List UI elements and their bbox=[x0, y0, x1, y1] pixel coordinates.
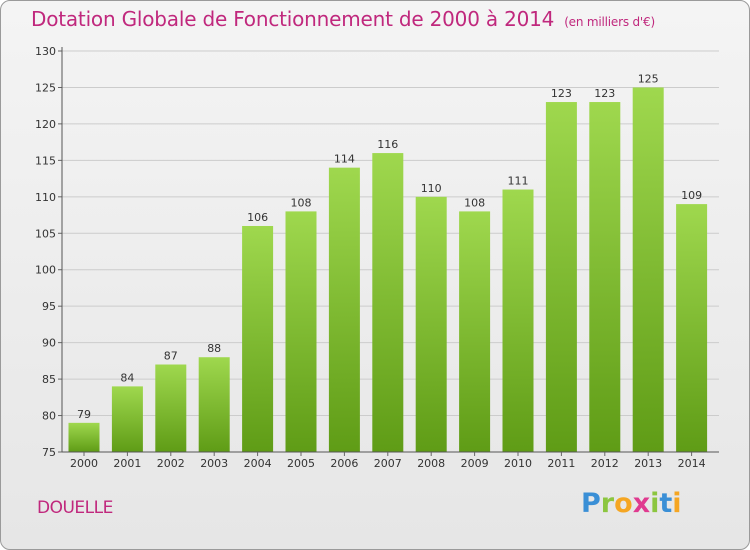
y-tick-label: 100 bbox=[35, 264, 56, 277]
logo-letter: i bbox=[650, 488, 660, 519]
y-tick-label: 110 bbox=[35, 191, 56, 204]
x-tick-label-2014: 2014 bbox=[678, 457, 706, 470]
x-tick-label-2008: 2008 bbox=[417, 457, 445, 470]
x-tick-label-2010: 2010 bbox=[504, 457, 532, 470]
y-tick-label: 105 bbox=[35, 227, 56, 240]
logo-letter: P bbox=[581, 488, 601, 519]
chart-title: Dotation Globale de Fonctionnement de 20… bbox=[31, 7, 655, 31]
bar-2006 bbox=[328, 167, 360, 452]
proxiti-logo: Proxiti bbox=[581, 488, 682, 519]
data-label-2004: 106 bbox=[247, 211, 268, 224]
logo-letter: t bbox=[659, 488, 673, 519]
bar-2009 bbox=[459, 211, 491, 452]
y-tick-label: 130 bbox=[35, 45, 56, 58]
x-tick-label-2000: 2000 bbox=[70, 457, 98, 470]
bar-2010 bbox=[502, 189, 534, 452]
x-tick-label-2006: 2006 bbox=[330, 457, 358, 470]
x-tick-label-2012: 2012 bbox=[591, 457, 619, 470]
logo-letter: i bbox=[672, 488, 682, 519]
data-label-2002: 87 bbox=[164, 350, 178, 363]
bar-2012 bbox=[589, 102, 621, 452]
y-tick-label: 85 bbox=[42, 373, 56, 386]
bar-2004 bbox=[242, 225, 274, 452]
bar-2008 bbox=[415, 196, 447, 452]
data-label-2013: 125 bbox=[638, 72, 659, 85]
data-label-2014: 109 bbox=[681, 189, 702, 202]
y-tick-label: 95 bbox=[42, 300, 56, 313]
logo-letter: x bbox=[632, 488, 651, 519]
labels: 75 80 85 90 95 100 105 110 115 120 125 130 79 2000 84 2… bbox=[35, 45, 706, 470]
x-tick-label-2002: 2002 bbox=[157, 457, 185, 470]
data-label-2012: 123 bbox=[594, 87, 615, 100]
y-tick-label: 80 bbox=[42, 410, 56, 423]
x-tick-label-2003: 2003 bbox=[200, 457, 228, 470]
y-tick-label: 115 bbox=[35, 154, 56, 167]
logo-letter: o bbox=[614, 488, 633, 519]
x-tick-label-2001: 2001 bbox=[113, 457, 141, 470]
data-label-2007: 116 bbox=[377, 138, 398, 151]
data-label-2010: 111 bbox=[508, 175, 529, 188]
x-tick-label-2013: 2013 bbox=[634, 457, 662, 470]
bar-2011 bbox=[545, 102, 577, 452]
y-tick-label: 75 bbox=[42, 446, 56, 459]
bar-2007 bbox=[372, 153, 404, 452]
axes bbox=[58, 47, 719, 456]
bar-2005 bbox=[285, 211, 317, 452]
x-tick-label-2005: 2005 bbox=[287, 457, 315, 470]
chart-title-text: Dotation Globale de Fonctionnement de 20… bbox=[31, 7, 555, 31]
data-label-2001: 84 bbox=[120, 371, 134, 384]
bar-2013 bbox=[632, 87, 664, 453]
bar-2000 bbox=[68, 422, 100, 452]
data-label-2006: 114 bbox=[334, 153, 355, 166]
y-tick-label: 125 bbox=[35, 81, 56, 94]
commune-name: DOUELLE bbox=[37, 498, 113, 518]
bar-2002 bbox=[155, 364, 187, 452]
data-label-2003: 88 bbox=[207, 342, 221, 355]
data-label-2000: 79 bbox=[77, 408, 91, 421]
data-label-2008: 110 bbox=[421, 182, 442, 195]
x-tick-label-2011: 2011 bbox=[547, 457, 575, 470]
bar-2014 bbox=[676, 204, 708, 452]
data-label-2011: 123 bbox=[551, 87, 572, 100]
bars bbox=[68, 87, 708, 453]
x-tick-label-2007: 2007 bbox=[374, 457, 402, 470]
bar-2001 bbox=[111, 386, 143, 452]
chart-subtitle: (en milliers d'€) bbox=[564, 15, 655, 29]
x-tick-label-2009: 2009 bbox=[461, 457, 489, 470]
y-tick-label: 120 bbox=[35, 118, 56, 131]
data-label-2009: 108 bbox=[464, 196, 485, 209]
logo-letter: r bbox=[600, 488, 615, 519]
data-label-2005: 108 bbox=[291, 196, 312, 209]
bar-2003 bbox=[198, 357, 230, 452]
x-tick-label-2004: 2004 bbox=[244, 457, 272, 470]
y-tick-label: 90 bbox=[42, 337, 56, 350]
